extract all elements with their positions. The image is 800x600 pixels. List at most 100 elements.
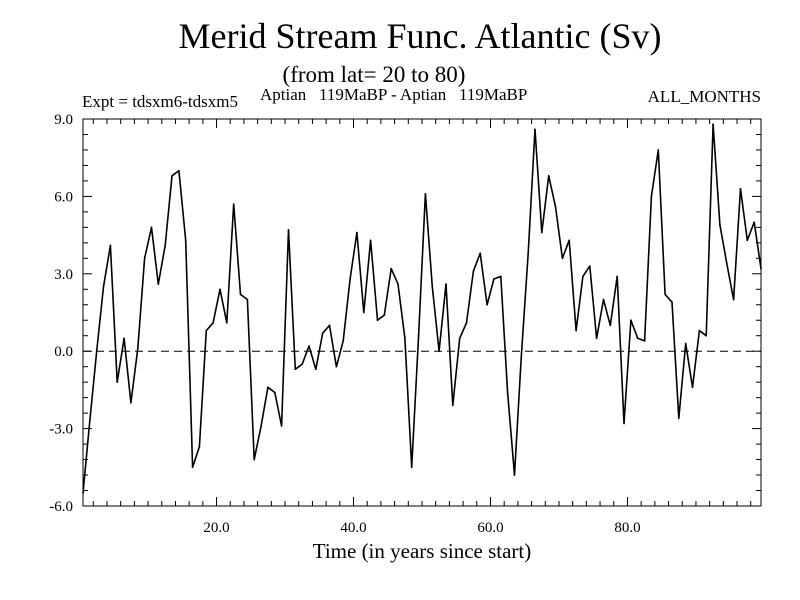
data-point [705, 334, 708, 337]
data-point [328, 324, 331, 327]
data-point [164, 244, 166, 247]
data-point [424, 193, 427, 195]
data-point [301, 363, 303, 365]
data-point [150, 226, 153, 229]
data-point [561, 257, 564, 260]
data-point [143, 257, 146, 260]
data-point [595, 337, 598, 340]
x-tick-label: 40.0 [340, 520, 366, 536]
data-point [534, 128, 536, 131]
data-point [417, 334, 420, 337]
data-point [547, 174, 550, 177]
data-point [753, 221, 755, 223]
data-point [486, 303, 488, 306]
y-tick-label: -6.0 [49, 499, 73, 515]
x-tick-label: 80.0 [614, 520, 640, 536]
data-point [308, 345, 310, 347]
data-point [588, 265, 591, 267]
data-point [95, 350, 98, 353]
data-point [575, 329, 577, 332]
chart-title: Merid Stream Func. Atlantic (Sv) [179, 16, 662, 56]
data-point [321, 332, 324, 334]
data-point [431, 285, 434, 288]
data-point [657, 149, 660, 151]
data-point [479, 252, 482, 254]
data-point [335, 365, 338, 368]
data-point [226, 322, 228, 324]
data-point [315, 368, 317, 371]
data-point [445, 283, 447, 285]
experiment-label: Expt = tdsxm6-tdsxm5 [82, 92, 238, 111]
data-point [356, 231, 358, 234]
data-point [513, 474, 516, 476]
data-point [205, 329, 208, 332]
data-point [616, 275, 618, 278]
data-point [746, 239, 749, 242]
data-point [89, 420, 91, 422]
data-point [602, 298, 605, 301]
data-point [219, 288, 221, 291]
data-point [568, 239, 571, 242]
data-point [582, 275, 584, 278]
data-point [369, 239, 372, 242]
data-point [623, 422, 625, 425]
data-point [725, 262, 728, 265]
data-points [82, 123, 762, 494]
data-point [643, 340, 646, 342]
data-point [691, 386, 694, 389]
data-point [136, 347, 139, 350]
data-point [198, 445, 201, 448]
data-point [719, 223, 721, 226]
data-point [171, 174, 173, 177]
comparison-label: Aptian 119MaBP - Aptian 119MaBP [260, 85, 527, 104]
data-point [650, 195, 653, 198]
data-point [82, 492, 84, 494]
data-point [506, 391, 509, 394]
y-tick-label: 3.0 [54, 267, 73, 283]
data-point [664, 293, 666, 296]
data-point [390, 267, 392, 270]
data-point [253, 458, 256, 461]
data-point [732, 298, 735, 301]
data-point [493, 278, 495, 280]
data-point [404, 337, 406, 340]
data-point [349, 278, 351, 280]
data-point [123, 337, 125, 340]
data-point [280, 425, 283, 427]
x-tick-label: 60.0 [477, 520, 503, 536]
data-point [287, 229, 290, 231]
y-tick-label: 0.0 [54, 344, 73, 360]
data-point [362, 311, 365, 314]
chart-subtitle: (from lat= 20 to 80) [283, 62, 466, 87]
data-point [294, 368, 297, 371]
y-tick-label: 6.0 [54, 189, 73, 205]
y-tick-label: 9.0 [54, 112, 73, 128]
data-point [246, 298, 249, 301]
series-line [82, 123, 762, 494]
x-axis-label: Time (in years since start) [313, 539, 532, 563]
data-point [554, 205, 557, 208]
data-point [609, 324, 612, 327]
data-point [184, 239, 187, 242]
data-point [157, 283, 160, 285]
data-point [260, 425, 262, 427]
data-point [527, 252, 529, 254]
data-point [410, 466, 413, 469]
data-point [130, 402, 132, 404]
data-point [520, 355, 523, 358]
data-point [178, 169, 180, 172]
data-point [671, 301, 673, 303]
data-point [267, 386, 269, 389]
data-point [102, 285, 105, 288]
data-point [342, 340, 345, 342]
data-point [499, 275, 502, 278]
data-point [212, 322, 214, 324]
data-point [541, 231, 543, 234]
y-tick-label: -3.0 [49, 422, 73, 438]
data-point [383, 314, 386, 316]
data-point [397, 283, 399, 285]
data-point [109, 244, 112, 247]
data-point [116, 381, 119, 383]
axis-ticks [83, 118, 761, 507]
